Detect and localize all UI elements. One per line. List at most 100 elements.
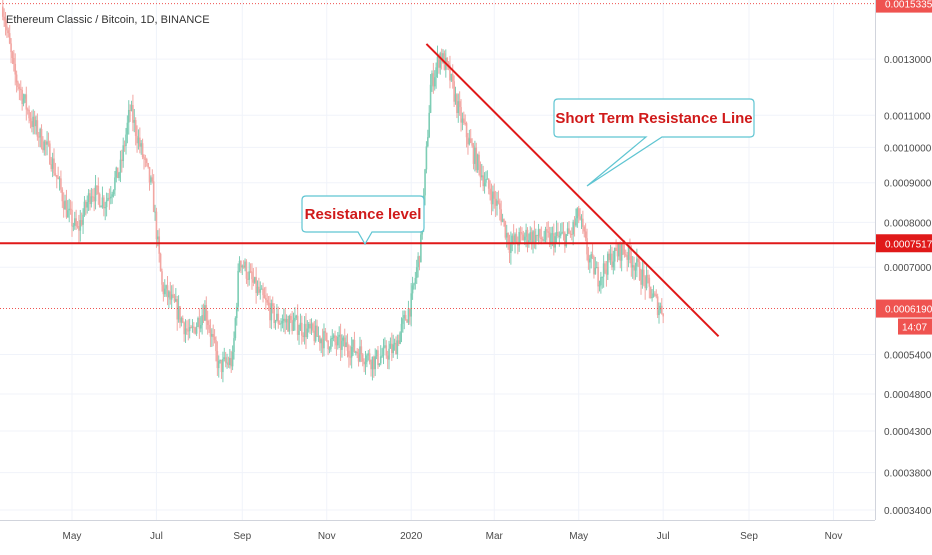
candle-body [69, 208, 72, 210]
candle-body [215, 340, 217, 352]
candle-body [395, 342, 397, 355]
candle-body [606, 253, 609, 275]
candle-body [474, 147, 476, 164]
candle-body [604, 263, 606, 270]
candle-body [33, 116, 36, 127]
y-tick-label: 0.0003800 [884, 469, 932, 480]
candle-body [37, 136, 40, 138]
candle-body [14, 63, 17, 75]
candle-body [176, 299, 179, 320]
candle-body [554, 236, 556, 248]
candle-body [359, 346, 361, 362]
candle-body [15, 74, 18, 83]
candle-body [530, 232, 533, 244]
candle-body [216, 351, 219, 369]
candle-body [377, 350, 379, 366]
candle-body [432, 73, 435, 87]
candle-body [564, 232, 566, 247]
candle-body [51, 158, 54, 169]
candle-body [521, 232, 523, 235]
candle-body [36, 120, 39, 137]
candle-body [112, 190, 115, 195]
candle-body [227, 362, 230, 366]
candle-body [501, 219, 504, 222]
candle-body [350, 346, 353, 358]
y-tick-label: 0.0004800 [884, 390, 932, 401]
candle-body [485, 179, 487, 183]
candle-body [467, 137, 469, 145]
candle-body [500, 209, 502, 222]
candle-body [305, 323, 307, 338]
candle-body [588, 258, 591, 263]
candle-body [468, 138, 471, 145]
candle-body [18, 87, 21, 89]
candle-body [90, 196, 93, 205]
candle-body [93, 196, 95, 202]
candle-body [80, 220, 83, 225]
candle-body [301, 322, 303, 336]
candle-body [600, 277, 602, 286]
candle-body [615, 247, 617, 251]
candle-body [8, 33, 11, 44]
candle-body [217, 360, 220, 369]
candle-body [121, 159, 123, 161]
candle-body [345, 342, 347, 348]
high-price-tag-bg [876, 0, 932, 13]
candle-body [223, 357, 226, 359]
candle-body [623, 249, 626, 255]
candle-body [551, 233, 554, 235]
candle-body [237, 270, 239, 307]
candle-body [168, 291, 170, 298]
candle-body [410, 293, 412, 317]
candle-body [220, 359, 223, 373]
candle-body [576, 208, 579, 219]
candle-body [357, 353, 360, 362]
candle-body [619, 243, 622, 261]
candle-body [598, 285, 601, 287]
candle-body [60, 178, 62, 190]
candle-body [373, 356, 375, 370]
candle-body [539, 229, 541, 238]
candle-body [118, 172, 120, 179]
candle-body [557, 231, 559, 236]
y-tick-label: 0.0011000 [884, 111, 931, 122]
candle-body [139, 137, 141, 147]
candle-body [622, 243, 624, 250]
candle-body [341, 340, 343, 350]
candle-body [411, 285, 414, 294]
candle-body [424, 169, 426, 196]
candle-body [449, 64, 451, 81]
candle-body [381, 355, 383, 357]
candle-body [543, 239, 545, 241]
candle-body [104, 207, 107, 209]
candle-body [130, 104, 133, 111]
candle-body [465, 123, 468, 138]
candle-body [512, 235, 515, 242]
candle-body [499, 203, 501, 210]
candle-body [25, 94, 28, 110]
candle-body [312, 323, 314, 331]
trend-line [425, 43, 720, 337]
candle-body [583, 226, 586, 232]
candle-body [388, 348, 390, 360]
candle-body [409, 308, 411, 317]
candle-body [313, 330, 316, 342]
candle-body [544, 229, 547, 240]
candle-body [651, 297, 653, 299]
candle-body [537, 229, 540, 236]
high-price-tag: 0.0015335 [885, 0, 932, 11]
candle-body [360, 346, 363, 355]
candle-body [475, 147, 478, 171]
candle-body [487, 178, 490, 189]
candle-body [24, 94, 26, 99]
candle-body [230, 357, 233, 367]
candle-body [435, 67, 437, 78]
candle-body [464, 122, 466, 124]
candle-body [655, 294, 658, 297]
candle-body [133, 120, 136, 123]
candle-body [91, 196, 94, 198]
candle-body [609, 253, 612, 261]
candle-body [546, 229, 548, 232]
candle-body [552, 233, 555, 248]
